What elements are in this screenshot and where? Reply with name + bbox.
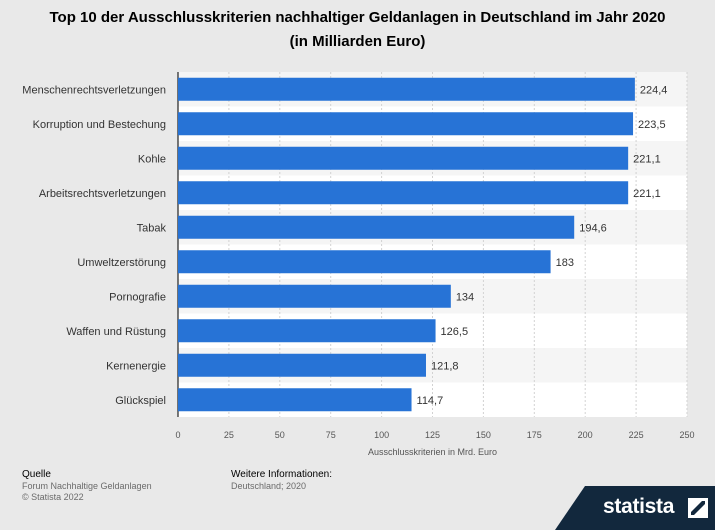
x-tick-label: 0 [175,430,180,440]
info-line: Deutschland; 2020 [231,481,307,491]
category-label: Kohle [138,153,166,165]
bar [178,319,436,343]
brand-wordmark: statista [603,495,675,518]
chart-title: Top 10 der Ausschlusskriterien nachhalti… [49,9,666,50]
source-line: Forum Nachhaltige Geldanlagen [22,481,152,491]
category-label: Korruption und Bestechung [33,119,166,131]
x-tick-label: 25 [224,430,234,440]
category-label: Kernenergie [106,360,166,372]
bar [178,77,635,101]
data-label: 224,4 [640,84,668,96]
data-label: 194,6 [579,222,607,234]
category-label: Waffen und Rüstung [66,326,166,338]
category-label: Menschenrechtsverletzungen [22,84,166,96]
bar [178,250,551,274]
x-tick-label: 125 [425,430,440,440]
category-label: Pornografie [109,291,166,303]
x-tick-label: 200 [578,430,593,440]
x-tick-label: 75 [326,430,336,440]
data-label: 221,1 [633,153,661,165]
bar [178,353,426,377]
data-label: 126,5 [441,326,469,338]
statista-brand[interactable]: statista [555,486,715,530]
x-tick-label: 150 [476,430,491,440]
bar [178,181,629,205]
x-tick-label: 100 [374,430,389,440]
statista-logo-icon [688,498,708,518]
data-label: 121,8 [431,360,459,372]
data-label: 223,5 [638,119,666,131]
copyright-line: © Statista 2022 [22,492,84,502]
bar [178,112,634,136]
bar [178,284,451,308]
category-label: Arbeitsrechtsverletzungen [39,188,166,200]
x-tick-label: 175 [527,430,542,440]
x-tick-label: 225 [629,430,644,440]
bar [178,146,629,170]
source-block: Quelle Forum Nachhaltige Geldanlagen © S… [22,469,152,503]
info-block: Weitere Informationen: Deutschland; 2020 [231,469,332,492]
category-label: Umweltzerstörung [77,257,166,269]
category-label: Glückspiel [115,395,166,407]
bar [178,388,412,412]
data-label: 134 [456,291,474,303]
info-heading: Weitere Informationen: [231,469,332,480]
x-tick-label: 250 [679,430,694,440]
bar [178,215,575,239]
category-label: Tabak [137,222,167,234]
data-label: 221,1 [633,188,661,200]
data-label: 114,7 [417,395,444,407]
x-axis-title: Ausschlusskriterien in Mrd. Euro [368,447,497,457]
data-label: 183 [556,257,574,269]
source-heading: Quelle [22,469,51,480]
x-tick-label: 50 [275,430,285,440]
